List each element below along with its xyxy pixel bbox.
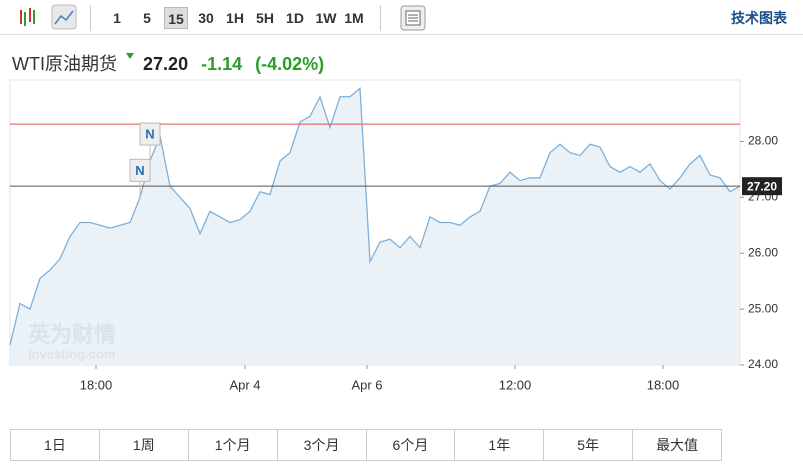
interval-button[interactable]: 5 [143,10,151,26]
y-tick-label: 24.00 [748,357,778,371]
toolbar: 1 5 15 30 1H 5H 1D 1W 1M 技术图表 [0,0,803,35]
range-tab[interactable]: 1年 [455,430,545,460]
range-tab[interactable]: 1周 [100,430,189,460]
interval-button[interactable]: 1W [315,10,337,26]
instrument-name: WTI原油期货 [12,54,117,74]
x-tick-label: Apr 4 [229,377,260,392]
x-tick-label: 12:00 [499,377,532,392]
price-change-percent: (-4.02%) [255,54,325,74]
range-tab[interactable]: 6个月 [367,430,456,460]
area-fill [10,88,740,365]
range-tab[interactable]: 最大值 [656,437,699,453]
range-tab[interactable]: 1日 [11,430,100,460]
range-tab[interactable]: 5年 [544,430,634,460]
settings-icon[interactable] [400,5,426,31]
interval-button[interactable]: 5H [256,10,274,26]
y-tick-label: 25.00 [748,301,778,315]
news-marker[interactable]: N [129,158,151,198]
news-marker-label: N [135,163,144,178]
interval-button[interactable]: 30 [198,10,214,26]
instrument-header: WTI原油期货 27.20 -1.14 (-4.02%) [12,50,324,76]
current-price-label: 27.20 [747,179,777,193]
price: 27.20 [143,54,189,74]
range-tab[interactable]: 1个月 [189,430,278,460]
down-arrow [126,53,135,59]
chart-type-icons [20,4,77,30]
x-tick-label: Apr 6 [351,377,382,392]
separator [380,5,381,31]
technical-chart-link[interactable]: 技术图表 [731,10,787,26]
current-price-box [742,177,782,196]
price-line [9,87,741,346]
interval-button[interactable]: 1M [344,10,364,26]
range-tab[interactable]: 3个月 [278,430,367,460]
separator [90,5,91,31]
y-tick-label: 26.00 [748,245,778,259]
range-tabs: 1日 1周 1个月 3个月 6个月 1年 5年 最大值 [10,429,722,461]
news-marker-label: N [145,126,154,141]
price-change: -1.14 [201,54,243,74]
x-tick-label: 18:00 [647,377,680,392]
interval-button[interactable]: 1H [226,10,244,26]
interval-button[interactable]: 1D [286,10,304,26]
interval-button[interactable]: 1 [113,10,121,26]
y-tick-label: 28.00 [748,134,778,148]
x-tick-label: 18:00 [80,377,113,392]
news-marker[interactable]: N [139,122,161,162]
interval-button[interactable]: 15 [164,7,188,29]
